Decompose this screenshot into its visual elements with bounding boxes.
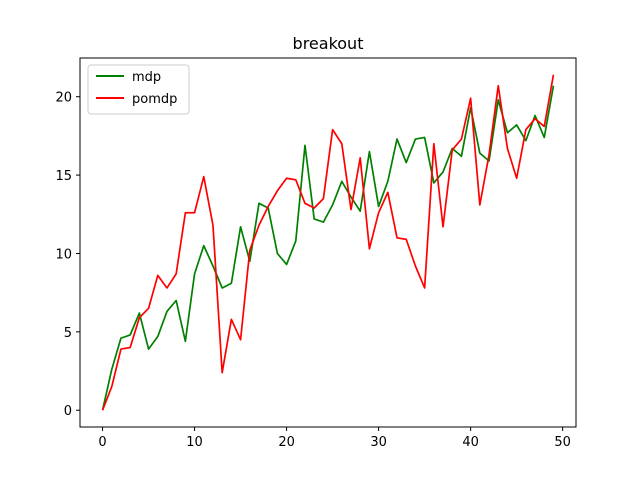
series-line-mdp [101,85,555,411]
y-tick-label: 15 [55,169,72,184]
x-tick-label: 50 [554,435,571,450]
y-tick-label: 10 [55,247,72,262]
x-axis-ticks: 0 10 20 30 40 50 [98,427,571,450]
axes-frame [79,57,577,428]
series-line-pomdp [101,74,555,411]
y-axis-ticks: 0 5 10 15 20 [55,91,80,419]
plot-area: 0 10 20 30 40 50 0 5 10 15 20 [55,57,577,450]
x-tick-label: 20 [278,435,295,450]
legend-label-pomdp: pomdp [132,92,177,107]
chart-title: breakout [293,34,364,53]
legend-label-mdp: mdp [132,70,161,85]
x-tick-label: 30 [370,435,387,450]
y-tick-label: 0 [64,404,72,419]
legend: mdp pomdp [87,64,190,115]
legend-box [87,64,190,115]
series-layer [101,74,555,411]
x-tick-label: 10 [186,435,203,450]
y-tick-label: 20 [55,91,72,106]
x-tick-label: 40 [462,435,479,450]
y-tick-label: 5 [64,326,72,341]
x-tick-label: 0 [98,435,106,450]
